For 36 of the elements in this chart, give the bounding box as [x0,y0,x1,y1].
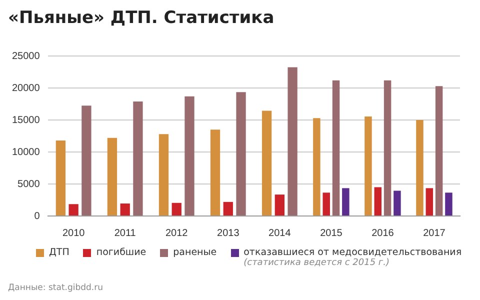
bar [288,67,298,216]
x-tick-label: 2013 [217,228,240,239]
legend-label: ДТП [49,247,70,258]
y-tick-label: 25000 [12,50,40,62]
y-tick-label: 10000 [12,146,40,158]
bar [68,204,78,216]
bar [210,130,220,216]
bar [262,110,272,216]
legend-label: раненые [173,247,217,258]
x-tick-label: 2016 [372,228,394,239]
bar [158,134,169,216]
chart-title: «Пьяные» ДТП. Статистика [8,8,274,28]
x-tick-label: 2011 [114,228,136,239]
bar [82,106,92,216]
x-tick-label: 2017 [423,228,446,239]
bar [236,92,246,216]
x-tick-label: 2015 [320,228,343,239]
x-tick-label: 2010 [62,228,86,239]
x-tick-label: 2014 [268,228,292,239]
text: (статистика ведется с 2015 г.) [244,258,391,268]
bar [120,204,130,216]
bar [445,192,452,216]
y-tick-label: 0 [34,210,40,222]
bar [342,188,350,216]
bar [56,140,66,216]
bar [184,96,194,216]
bar [172,202,182,216]
y-tick-label: 20000 [12,82,40,94]
legend-label: погибшие [96,247,146,258]
y-tick-label: 5000 [18,178,40,190]
text: Данные: stat.gibdd.ru [8,283,104,293]
y-tick-label: 15000 [12,114,40,126]
x-tick-label: 2012 [165,228,188,239]
bar [107,138,118,216]
bar [133,101,143,216]
bar [394,190,401,216]
